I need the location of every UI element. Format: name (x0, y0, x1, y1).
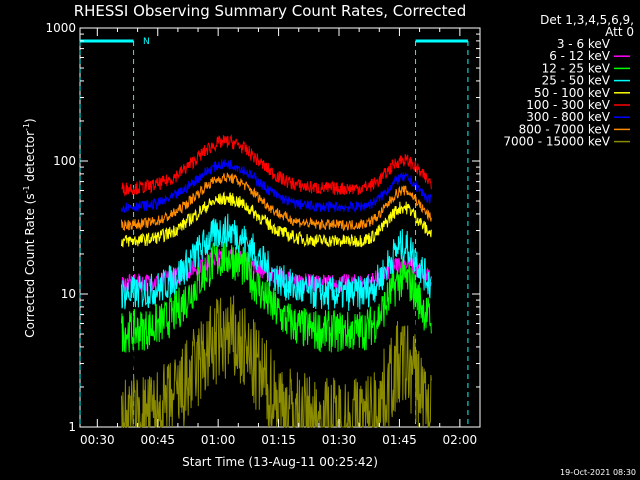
series-line-0 (121, 257, 432, 416)
y-tick-label: 10 (61, 287, 76, 301)
y-axis-label: Corrected Count Rate (s-1 detector-1) (22, 118, 37, 337)
legend-label: 7000 - 15000 keV (503, 135, 610, 149)
axes-box (79, 27, 481, 428)
x-tick-label: 01:00 (201, 433, 236, 447)
y-label-part2: detector (23, 131, 37, 186)
legend-label: 300 - 800 keV (526, 110, 610, 124)
legend-label: 25 - 50 keV (542, 74, 611, 88)
plot-frame (79, 27, 481, 428)
legend-label: 50 - 100 keV (534, 86, 611, 100)
x-tick-label: 00:30 (80, 433, 115, 447)
y-label-part3: ) (23, 118, 37, 123)
series-line-5 (121, 134, 432, 197)
series-line-6 (121, 159, 432, 214)
x-tick-label: 00:45 (140, 433, 175, 447)
x-tick-label: 01:30 (322, 433, 357, 447)
timestamp: 19-Oct-2021 08:30 (560, 468, 636, 477)
series-line-3 (121, 213, 432, 311)
series-line-4 (121, 191, 432, 248)
series-line-8 (121, 295, 432, 429)
y-label-sup2: -1 (22, 123, 31, 131)
x-axis-label: Start Time (13-Aug-11 00:25:42) (182, 455, 378, 469)
legend-header-1: Det 1,3,4,5,6,9, (540, 13, 634, 27)
legend-label: 6 - 12 keV (549, 49, 611, 63)
y-tick-label: 100 (53, 154, 76, 168)
series-line-7 (121, 172, 432, 232)
axis-ticks: 00:30 00:45 01:00 01:15 01:30 01:45 02:00 1 10 10… (45, 21, 480, 447)
series-layer (121, 134, 432, 429)
series-line-2 (121, 236, 432, 353)
y-label-sup1: -1 (22, 185, 31, 193)
legend-header-2: Att 0 (605, 25, 634, 39)
legend-label: 12 - 25 keV (542, 61, 611, 75)
night-intervals (79, 39, 469, 427)
x-tick-label: 02:00 (443, 433, 478, 447)
legend-label: 3 - 6 keV (557, 37, 611, 51)
y-label-part1: Corrected Count Rate (s (23, 193, 37, 337)
legend-label: 100 - 300 keV (526, 98, 610, 112)
y-tick-label: 1000 (45, 21, 76, 35)
x-tick-label: 01:45 (382, 433, 417, 447)
chart-title: RHESSI Observing Summary Count Rates, Co… (74, 2, 467, 20)
x-tick-label: 01:15 (261, 433, 296, 447)
legend-label: 800 - 7000 keV (519, 122, 611, 136)
night-marker-label: N (143, 37, 150, 47)
y-tick-label: 1 (68, 420, 76, 434)
